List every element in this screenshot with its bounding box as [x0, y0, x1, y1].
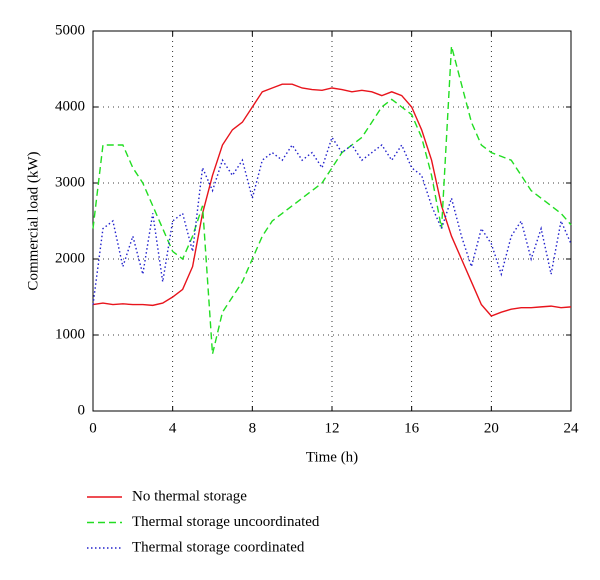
x-tick-label: 8	[249, 420, 257, 436]
y-tick-label: 5000	[55, 22, 85, 38]
y-tick-label: 1000	[55, 326, 85, 342]
y-axis-label: Commercial load (kW)	[25, 151, 41, 290]
legend-label: No thermal storage	[132, 488, 247, 504]
x-tick-label: 24	[564, 420, 580, 436]
x-tick-label: 16	[404, 420, 420, 436]
y-tick-label: 2000	[55, 250, 85, 266]
legend-label: Thermal storage uncoordinated	[132, 514, 320, 530]
x-tick-label: 0	[89, 420, 97, 436]
legend-label: Thermal storage coordinated	[132, 539, 305, 555]
series-line	[92, 46, 572, 355]
y-tick-label: 4000	[55, 98, 85, 114]
series-line	[92, 135, 572, 305]
x-tick-label: 12	[325, 420, 340, 436]
y-tick-label: 0	[78, 402, 86, 418]
y-tick-label: 3000	[55, 174, 85, 190]
series-line	[92, 83, 572, 317]
x-tick-label: 4	[169, 420, 177, 436]
x-axis-label: Time (h)	[306, 449, 358, 465]
x-tick-label: 20	[484, 420, 499, 436]
